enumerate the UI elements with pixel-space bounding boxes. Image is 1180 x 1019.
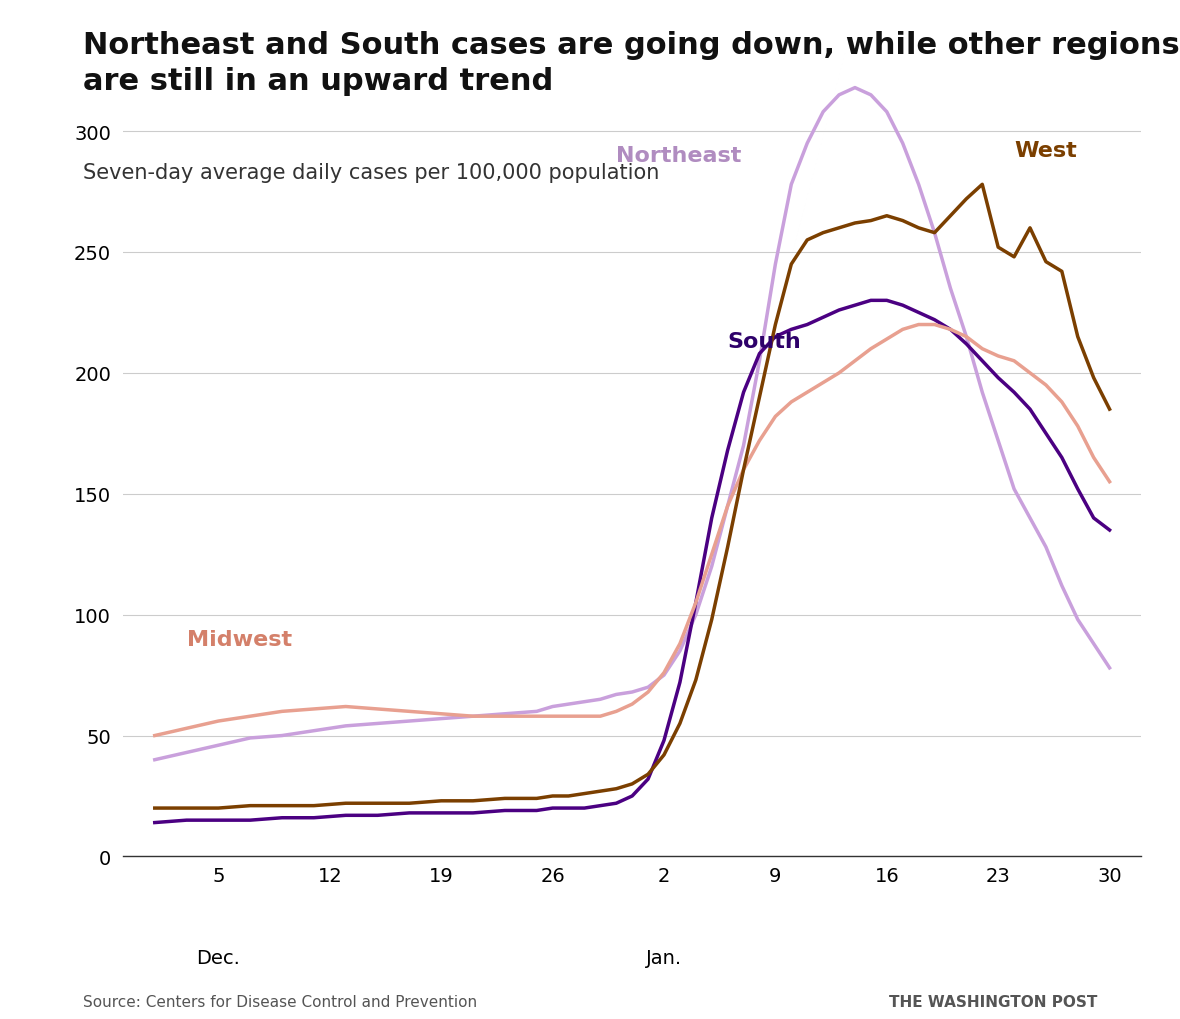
Text: Dec.: Dec. xyxy=(197,949,241,967)
Text: Source: Centers for Disease Control and Prevention: Source: Centers for Disease Control and … xyxy=(83,994,477,1009)
Text: THE WASHINGTON POST: THE WASHINGTON POST xyxy=(889,994,1097,1009)
Text: Jan.: Jan. xyxy=(645,949,682,967)
Text: West: West xyxy=(1014,142,1077,161)
Text: Northeast: Northeast xyxy=(616,146,741,166)
Text: Seven-day average daily cases per 100,000 population: Seven-day average daily cases per 100,00… xyxy=(83,163,658,183)
Text: South: South xyxy=(728,332,801,353)
Text: Northeast and South cases are going down, while other regions
are still in an up: Northeast and South cases are going down… xyxy=(83,31,1179,96)
Text: Midwest: Midwest xyxy=(186,629,291,649)
